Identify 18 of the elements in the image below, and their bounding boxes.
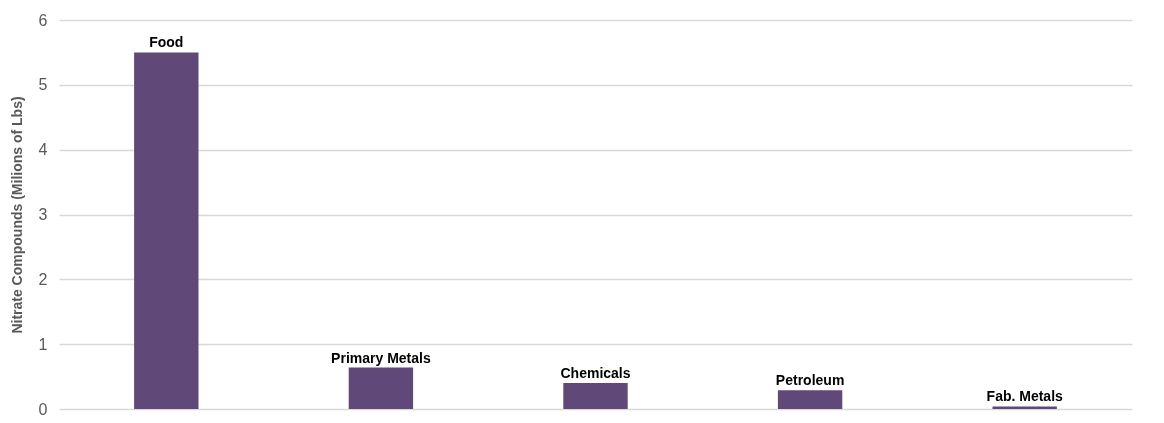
y-tick-label: 6: [38, 11, 48, 29]
bar: [563, 383, 628, 409]
x-tick-label: Food: [149, 34, 184, 51]
bar: [348, 367, 414, 409]
y-axis-title: Nitrate Compounds (Milions of Lbs): [8, 96, 25, 334]
y-tick-label: 5: [38, 76, 48, 94]
x-tick-label: Petroleum: [775, 372, 845, 389]
y-tick-label: 1: [38, 335, 48, 353]
bar: [777, 390, 843, 409]
x-tick-label: Primary Metals: [331, 349, 431, 366]
y-tick-label: 0: [38, 400, 48, 418]
x-tick-label: Chemicals: [560, 365, 631, 382]
bar: [992, 406, 1057, 409]
y-tick-label: 3: [38, 206, 48, 223]
y-tick-label: 2: [38, 270, 48, 288]
bar: [134, 52, 199, 409]
x-tick-label: Fab. Metals: [986, 388, 1064, 405]
y-tick-label: 4: [38, 141, 48, 159]
